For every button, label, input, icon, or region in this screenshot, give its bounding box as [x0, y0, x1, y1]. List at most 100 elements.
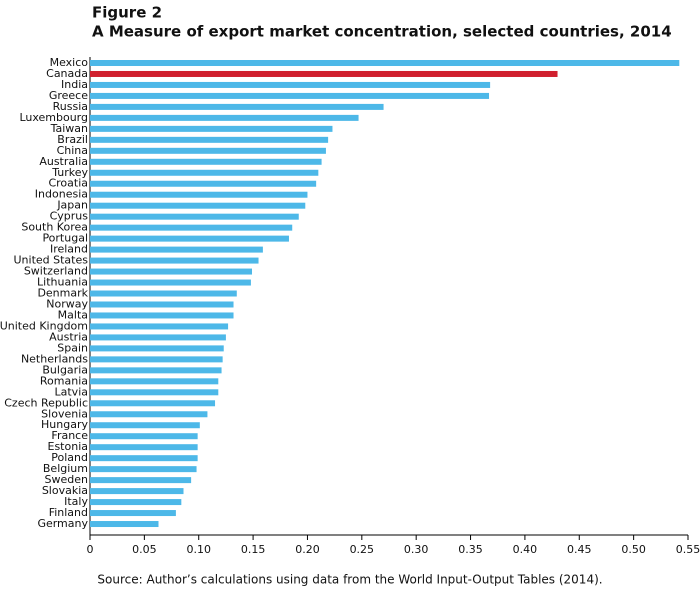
x-tick-label: 0.30 [404, 543, 429, 556]
bar [90, 235, 289, 242]
bar [90, 103, 384, 110]
bar [90, 400, 216, 407]
x-tick-label: 0.10 [186, 543, 211, 556]
bar [90, 367, 222, 374]
y-tick-label: Norway [46, 297, 88, 310]
bar [90, 510, 176, 517]
bar [90, 224, 293, 231]
bar [90, 169, 319, 176]
bar [90, 345, 224, 352]
bar [90, 356, 223, 363]
y-tick-label: Poland [51, 451, 88, 464]
y-tick-label: Slovakia [42, 484, 88, 497]
y-tick-label: Greece [49, 89, 88, 102]
bar [90, 147, 326, 154]
bar [90, 202, 306, 209]
bar [90, 70, 558, 77]
bar [90, 114, 359, 121]
chart-title: Figure 2 [92, 4, 162, 22]
x-tick-label: 0.50 [621, 543, 646, 556]
x-tick-label: 0.40 [513, 543, 538, 556]
chart-subtitle: A Measure of export market concentration… [92, 23, 672, 41]
bar [90, 334, 226, 341]
source-note: Source: Author’s calculations using data… [97, 573, 602, 587]
y-tick-label: Ireland [50, 243, 88, 256]
y-tick-label: Lithuania [37, 276, 88, 289]
bar [90, 268, 253, 275]
bar [90, 433, 198, 440]
bar [90, 81, 491, 88]
y-tick-label: Denmark [37, 287, 88, 300]
y-tick-label: Hungary [41, 418, 88, 431]
y-tick-label: Portugal [42, 232, 88, 245]
y-tick-label: Turkey [51, 166, 88, 179]
bar [90, 290, 237, 297]
bar [90, 499, 182, 506]
x-tick-label: 0.25 [350, 543, 375, 556]
bar [90, 466, 197, 473]
y-tick-label: United States [14, 254, 89, 267]
y-tick-label: Luxembourg [19, 111, 88, 124]
bar [90, 246, 263, 253]
y-tick-label: Switzerland [24, 265, 88, 278]
y-tick-label: South Korea [21, 221, 88, 234]
x-tick-label: 0.20 [295, 543, 320, 556]
bar [90, 257, 259, 264]
bar [90, 279, 251, 286]
bar [90, 411, 208, 418]
y-tick-label: Finland [49, 506, 88, 519]
y-tick-label: Russia [53, 100, 88, 113]
y-tick-label: India [61, 78, 88, 91]
bar [90, 455, 198, 462]
bar [90, 213, 299, 220]
bar [90, 158, 322, 165]
y-tick-label: Netherlands [21, 352, 88, 365]
y-tick-label: Italy [64, 495, 88, 508]
y-tick-label: Australia [39, 155, 88, 168]
x-tick-label: 0.35 [458, 543, 483, 556]
x-tick-label: 0.05 [132, 543, 157, 556]
y-tick-label: Croatia [48, 177, 88, 190]
bar [90, 92, 490, 99]
bar [90, 323, 229, 330]
bar [90, 521, 159, 528]
x-tick-label: 0 [87, 543, 94, 556]
y-tick-label: Latvia [55, 385, 89, 398]
bar [90, 180, 317, 187]
bar [90, 422, 200, 429]
y-tick-label: Germany [37, 517, 88, 530]
bar [90, 488, 184, 495]
y-tick-label: Malta [58, 308, 88, 321]
y-tick-label: Spain [57, 341, 88, 354]
bar [90, 301, 234, 308]
bar [90, 191, 308, 198]
y-tick-label: Canada [46, 67, 88, 80]
y-tick-label: Japan [56, 199, 88, 212]
x-tick-label: 0.15 [241, 543, 266, 556]
bar [90, 125, 333, 132]
y-tick-label: Austria [49, 330, 88, 343]
y-tick-label: Cyprus [50, 210, 89, 223]
y-tick-label: Romania [40, 374, 88, 387]
y-tick-label: Brazil [57, 133, 88, 146]
y-tick-label: United Kingdom [0, 319, 88, 332]
bar [90, 444, 198, 451]
x-tick-label: 0.45 [567, 543, 592, 556]
bar [90, 136, 329, 143]
x-tick-label: 0.55 [676, 543, 700, 556]
y-tick-label: Slovenia [41, 407, 88, 420]
y-tick-label: Bulgaria [42, 363, 88, 376]
y-tick-label: Mexico [50, 56, 89, 69]
y-tick-label: Belgium [43, 462, 88, 475]
bar [90, 389, 219, 396]
bar [90, 60, 680, 66]
bar [90, 378, 219, 385]
bar [90, 477, 192, 484]
y-tick-label: Sweden [45, 473, 88, 486]
y-tick-label: Taiwan [50, 122, 88, 135]
y-tick-label: Indonesia [35, 188, 88, 201]
y-tick-label: France [51, 429, 88, 442]
y-tick-label: China [57, 144, 88, 157]
y-tick-label: Czech Republic [4, 396, 88, 409]
